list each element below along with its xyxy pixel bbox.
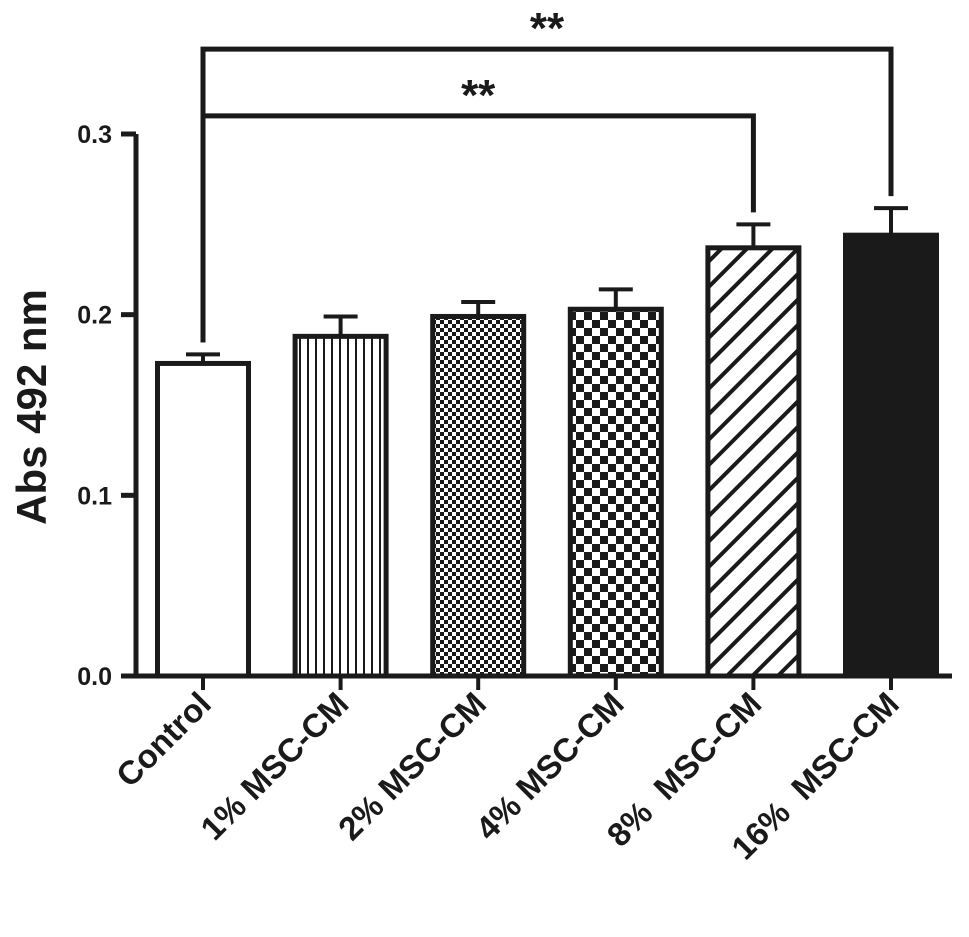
y-tick-label: 0.1 — [77, 482, 112, 510]
bar — [155, 360, 251, 679]
bar — [292, 333, 389, 679]
bars-group — [155, 206, 939, 679]
significance-label: ** — [461, 71, 496, 120]
bar — [567, 306, 664, 679]
y-tick-label: 0.0 — [77, 663, 112, 691]
y-axis-label: Abs 492 nm — [8, 289, 55, 525]
significance-bracket — [200, 46, 894, 343]
x-tick-label: 1% MSC-CM — [193, 685, 355, 847]
x-tick-label: 2% MSC-CM — [331, 685, 493, 847]
y-axis-ticks: 0.0 0.1 0.2 0.3 — [77, 121, 136, 691]
y-tick-label: 0.2 — [77, 302, 112, 330]
bar — [843, 232, 939, 679]
significance-brackets: ** ** — [200, 4, 894, 343]
y-tick-label: 0.3 — [77, 121, 112, 149]
bar — [430, 313, 527, 679]
bar — [705, 245, 802, 679]
x-tick-label: Control — [109, 685, 218, 794]
significance-label: ** — [530, 4, 565, 53]
